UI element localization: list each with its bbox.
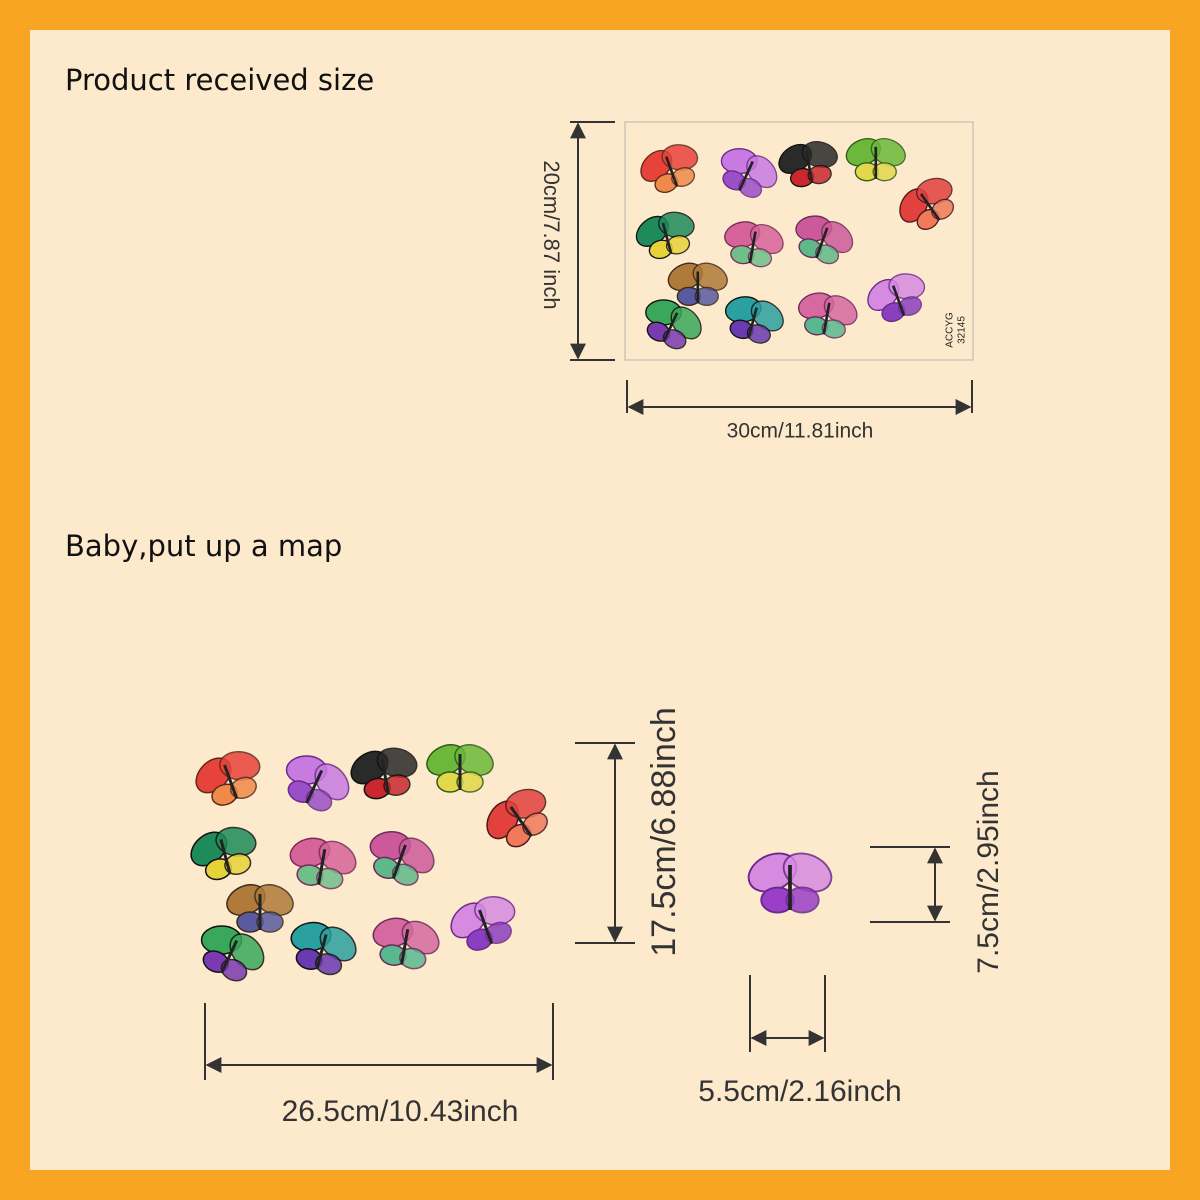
butterfly xyxy=(486,788,548,848)
wing xyxy=(522,812,548,836)
butterfly xyxy=(747,852,833,914)
wing xyxy=(746,324,771,344)
butterfly xyxy=(290,921,357,976)
wing xyxy=(399,947,427,970)
butterfly xyxy=(778,141,838,188)
body xyxy=(509,806,533,838)
wing xyxy=(785,886,820,914)
wing xyxy=(807,164,832,185)
body xyxy=(815,227,829,259)
butterfly xyxy=(226,884,294,933)
butterfly xyxy=(797,292,858,339)
background xyxy=(30,30,1170,1170)
sticker-sheet xyxy=(624,121,974,361)
wing xyxy=(391,863,419,886)
wing xyxy=(314,953,343,976)
butterfly xyxy=(372,917,440,970)
wing xyxy=(872,162,897,182)
body xyxy=(400,928,410,965)
wing xyxy=(220,958,248,982)
butterfly xyxy=(350,747,418,800)
wing xyxy=(815,244,840,265)
body xyxy=(317,848,327,885)
butterfly xyxy=(195,751,261,806)
section-title: Baby,put up a map xyxy=(65,529,342,563)
body xyxy=(380,758,390,795)
sheet-code: ACCYG 32145 xyxy=(945,312,968,348)
wing xyxy=(383,774,411,796)
sheet-code-line: 32145 xyxy=(957,316,968,344)
body xyxy=(748,231,757,264)
body xyxy=(747,307,758,339)
single-butterfly xyxy=(747,852,833,914)
body xyxy=(391,844,407,880)
butterfly xyxy=(369,831,435,886)
body xyxy=(219,839,232,875)
wing xyxy=(898,296,923,316)
wing xyxy=(305,788,333,812)
body xyxy=(662,312,679,343)
body xyxy=(478,909,494,945)
butterfly xyxy=(720,147,778,198)
wing xyxy=(230,776,257,800)
butterfly xyxy=(426,744,494,793)
wing xyxy=(256,911,284,933)
butterfly xyxy=(867,273,926,323)
wing xyxy=(665,234,691,255)
body xyxy=(891,285,906,317)
butterfly xyxy=(667,262,728,306)
sheet-butterflies xyxy=(635,137,955,350)
height-dimension: 20cm/7.87 inch xyxy=(539,121,615,361)
butterfly xyxy=(899,177,955,230)
butterfly xyxy=(645,299,702,350)
butterfly xyxy=(289,837,357,890)
body xyxy=(738,160,754,192)
single-height-dimension: 7.5cm/2.95inch xyxy=(870,770,1005,974)
wing xyxy=(224,853,252,875)
body xyxy=(822,302,831,335)
wing xyxy=(738,177,763,198)
wing xyxy=(694,286,719,306)
sheet-code-line: ACCYG xyxy=(945,312,956,348)
butterfly xyxy=(724,221,784,268)
wing xyxy=(931,198,955,220)
wing xyxy=(747,248,773,268)
dimension-label: 5.5cm/2.16inch xyxy=(698,1075,901,1108)
wing xyxy=(485,921,512,945)
butterfly xyxy=(640,144,699,193)
body xyxy=(223,764,239,800)
butterfly xyxy=(190,826,257,881)
group-width-dimension: 26.5cm/10.43inch xyxy=(204,1003,554,1128)
wing xyxy=(456,771,484,793)
butterfly xyxy=(450,896,516,951)
wing xyxy=(671,167,696,187)
body xyxy=(315,934,328,970)
group-butterflies xyxy=(190,744,548,982)
body xyxy=(919,193,941,221)
width-dimension: 30cm/11.81inch xyxy=(626,380,973,443)
body xyxy=(661,222,673,255)
butterfly xyxy=(285,755,350,812)
body xyxy=(664,156,679,188)
wing xyxy=(316,867,344,890)
body xyxy=(805,151,814,184)
dimension-label: 30cm/11.81inch xyxy=(727,420,874,443)
wing xyxy=(662,329,687,350)
section-title: Product received size xyxy=(65,63,374,97)
dimension-label: 26.5cm/10.43inch xyxy=(282,1095,519,1128)
wing xyxy=(821,319,846,339)
single-width-dimension: 5.5cm/2.16inch xyxy=(698,975,902,1108)
group-height-dimension: 17.5cm/6.88inch xyxy=(575,707,683,957)
body xyxy=(220,939,239,974)
butterfly xyxy=(724,296,784,344)
butterfly xyxy=(200,925,265,982)
dimension-label: 7.5cm/2.95inch xyxy=(972,770,1005,973)
butterfly xyxy=(845,137,906,182)
butterfly xyxy=(635,211,695,260)
dimension-label: 17.5cm/6.88inch xyxy=(645,707,683,957)
butterfly xyxy=(795,215,854,265)
dimension-label: 20cm/7.87 inch xyxy=(539,160,564,309)
body xyxy=(305,769,324,804)
